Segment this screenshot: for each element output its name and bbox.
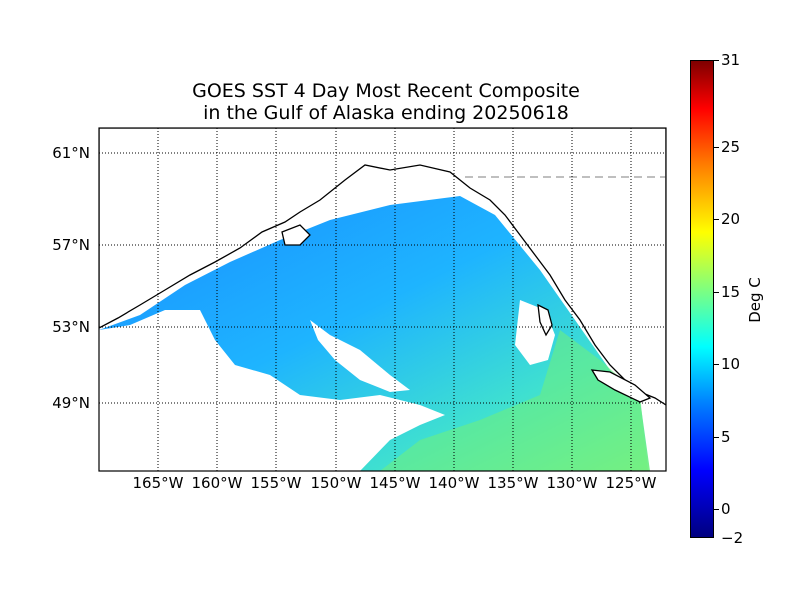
lon-label-130w: 130°W <box>546 474 598 492</box>
colorbar-label-25: 25 <box>721 138 741 156</box>
lon-label-160w: 160°W <box>191 474 243 492</box>
lat-label-61n: 61°N <box>52 144 90 162</box>
colorbar-tick <box>714 60 719 61</box>
lon-label-145w: 145°W <box>369 474 421 492</box>
cloud-mask-1 <box>99 310 445 471</box>
lon-label-150w: 150°W <box>310 474 362 492</box>
colorbar-label-15: 15 <box>721 283 741 301</box>
colorbar-tick <box>714 364 719 365</box>
vancouver-island <box>590 369 652 403</box>
lon-label-125w: 125°W <box>605 474 657 492</box>
title-line-1: GOES SST 4 Day Most Recent Composite <box>192 80 580 102</box>
colorbar-label-5: 5 <box>721 428 731 446</box>
lon-label-155w: 155°W <box>250 474 302 492</box>
colorbar-label-10: 10 <box>721 355 741 373</box>
map-title: GOES SST 4 Day Most Recent Composite in … <box>90 80 682 124</box>
lon-label-140w: 140°W <box>428 474 480 492</box>
lon-label-165w: 165°W <box>132 474 184 492</box>
colorbar-label-20: 20 <box>721 210 741 228</box>
colorbar-tick <box>714 219 719 220</box>
kodiak-island <box>281 224 311 246</box>
colorbar-tick <box>714 147 719 148</box>
sst-warm-band <box>380 330 648 471</box>
lat-label-49n: 49°N <box>52 394 90 412</box>
alaska-landmass <box>99 128 666 406</box>
colorbar-tick <box>714 292 719 293</box>
lat-label-57n: 57°N <box>52 236 90 254</box>
lat-label-53n: 53°N <box>52 318 90 336</box>
colorbar-tick <box>714 437 719 438</box>
map-frame <box>98 127 667 472</box>
haida-gwaii <box>537 303 553 337</box>
cloud-mask-2 <box>310 320 410 392</box>
colorbar-title: Deg C <box>746 277 764 323</box>
colorbar-label-minus2: −2 <box>721 529 744 547</box>
title-line-2: in the Gulf of Alaska ending 20250618 <box>203 102 569 124</box>
lon-label-135w: 135°W <box>487 474 539 492</box>
graticule <box>99 128 666 471</box>
colorbar-label-0: 0 <box>721 500 731 518</box>
colorbar-label-31: 31 <box>721 51 741 69</box>
colorbar <box>690 60 714 538</box>
colorbar-tick <box>714 509 719 510</box>
